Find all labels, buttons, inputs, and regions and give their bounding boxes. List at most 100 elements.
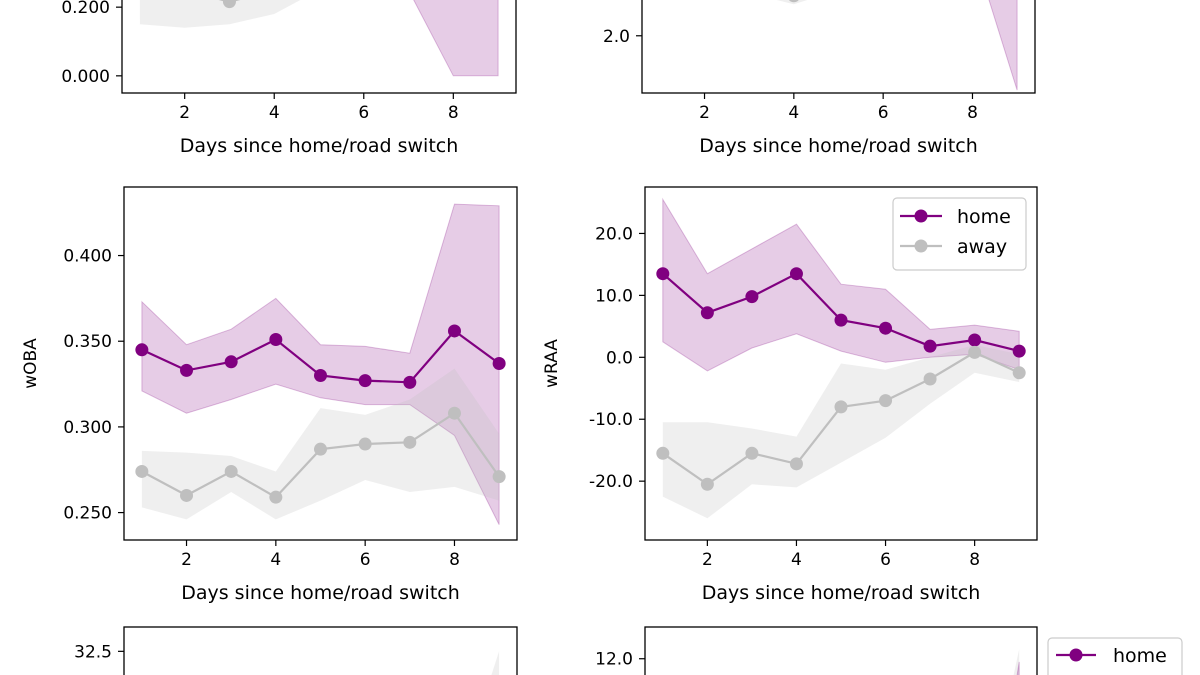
x-tick-label: 2 [702, 550, 713, 570]
x-axis-label: Days since home/road switch [699, 135, 978, 157]
x-tick-label: 6 [880, 550, 891, 570]
away-point [180, 488, 194, 502]
plot-area [776, 0, 1018, 91]
x-tick-label: 4 [788, 103, 799, 123]
outside-legend-home-marker [1069, 648, 1083, 662]
x-tick-label: 8 [969, 550, 980, 570]
away-point [269, 490, 283, 504]
y-tick-label: 20.0 [595, 224, 633, 244]
x-tick-label: 4 [791, 550, 802, 570]
home-confidence-band [413, 0, 499, 77]
x-tick-label: 8 [448, 103, 459, 123]
home-point [656, 267, 670, 281]
away-point [656, 446, 670, 460]
y-tick-label: 32.5 [74, 642, 112, 662]
away-point [788, 0, 799, 3]
x-tick-label: 2 [699, 103, 710, 123]
plot-area [1013, 649, 1020, 675]
outside-legend-frame [1047, 637, 1183, 675]
panel-woba: 2 4 6 8 0.250 0.300 0.350 0.400 Days since home/… [21, 186, 518, 604]
x-tick-label: 6 [358, 103, 369, 123]
plot-area [135, 203, 506, 525]
home-point [700, 306, 714, 320]
x-tick-label: 6 [360, 550, 371, 570]
home-confidence-band [141, 203, 500, 525]
home-confidence-band [988, 0, 1018, 91]
home-point [358, 374, 372, 388]
y-tick-label: 2.0 [603, 27, 630, 47]
axes-frame [123, 626, 518, 675]
y-tick-label: 0.400 [63, 247, 112, 267]
away-confidence-band [662, 344, 1020, 519]
away-point [968, 345, 982, 359]
outside-legend: home [1047, 637, 1183, 675]
home-point [135, 343, 149, 357]
home-point [968, 333, 982, 347]
home-point [923, 339, 937, 353]
away-confidence-band [491, 651, 500, 675]
away-point [358, 437, 372, 451]
away-point [492, 470, 506, 484]
y-axis-label: wOBA [21, 338, 41, 389]
away-point [403, 435, 417, 449]
x-axis-label: Days since home/road switch [702, 582, 981, 604]
legend-away-label: away [957, 236, 1007, 258]
away-point [834, 400, 848, 414]
legend-home-label: home [957, 206, 1011, 228]
y-tick-label: -10.0 [589, 410, 633, 430]
home-point [403, 375, 417, 389]
home-confidence-band [1016, 661, 1020, 675]
axes-frame [123, 186, 518, 541]
x-axis-label: Days since home/road switch [181, 582, 460, 604]
axes-frame [641, 0, 1036, 94]
y-tick-label: 0.200 [61, 0, 110, 18]
panel-top_right: 2 4 6 8 2.0 Days since home/road switch [603, 0, 1036, 157]
away-point [447, 406, 461, 420]
home-point [314, 368, 327, 382]
legend: home away [892, 197, 1027, 271]
plot-area [491, 651, 500, 675]
y-tick-label: 0.250 [63, 504, 112, 524]
x-tick-label: 2 [179, 103, 190, 123]
away-confidence-band [1013, 649, 1020, 675]
y-tick-label: 0.300 [63, 418, 112, 438]
home-point [834, 313, 848, 327]
away-point [879, 394, 893, 408]
x-tick-label: 6 [878, 103, 889, 123]
y-tick-label: 0.350 [63, 332, 112, 352]
panel-wraa: 2 4 6 8 -20.0 -10.0 0.0 10.0 20.0 Days since home… [542, 186, 1038, 604]
home-point [492, 357, 506, 370]
plot-area [139, 0, 499, 77]
y-axis-label: wRAA [542, 339, 562, 388]
axes-frame [121, 0, 517, 94]
away-confidence-band [776, 0, 808, 5]
axes-frame [644, 626, 1038, 675]
away-point [135, 464, 149, 478]
y-tick-label: -20.0 [589, 472, 633, 492]
x-tick-label: 8 [449, 550, 460, 570]
home-point [745, 290, 759, 304]
away-point [314, 442, 327, 456]
home-point [879, 321, 893, 335]
home-point [224, 355, 238, 369]
y-tick-label: 12.0 [595, 650, 633, 670]
away-point [700, 477, 714, 491]
home-point [269, 333, 283, 347]
y-tick-label: 10.0 [595, 286, 633, 306]
home-point [1012, 344, 1026, 358]
axes-frame [644, 186, 1038, 541]
x-tick-label: 4 [270, 550, 281, 570]
panel-top_left: 2 4 6 8 0.000 0.200 Days since home/road switc… [61, 0, 517, 157]
home-point [789, 267, 803, 281]
panel-bottom_right: 12.0 [595, 626, 1038, 675]
legend-home-marker [914, 209, 928, 223]
x-tick-label: 2 [181, 550, 192, 570]
plot-area [656, 197, 1026, 519]
away-point [1012, 366, 1026, 380]
x-axis-label: Days since home/road switch [180, 135, 459, 157]
away-point [745, 446, 759, 460]
away-point [224, 464, 238, 478]
x-tick-label: 8 [967, 103, 978, 123]
away-point [789, 457, 803, 471]
